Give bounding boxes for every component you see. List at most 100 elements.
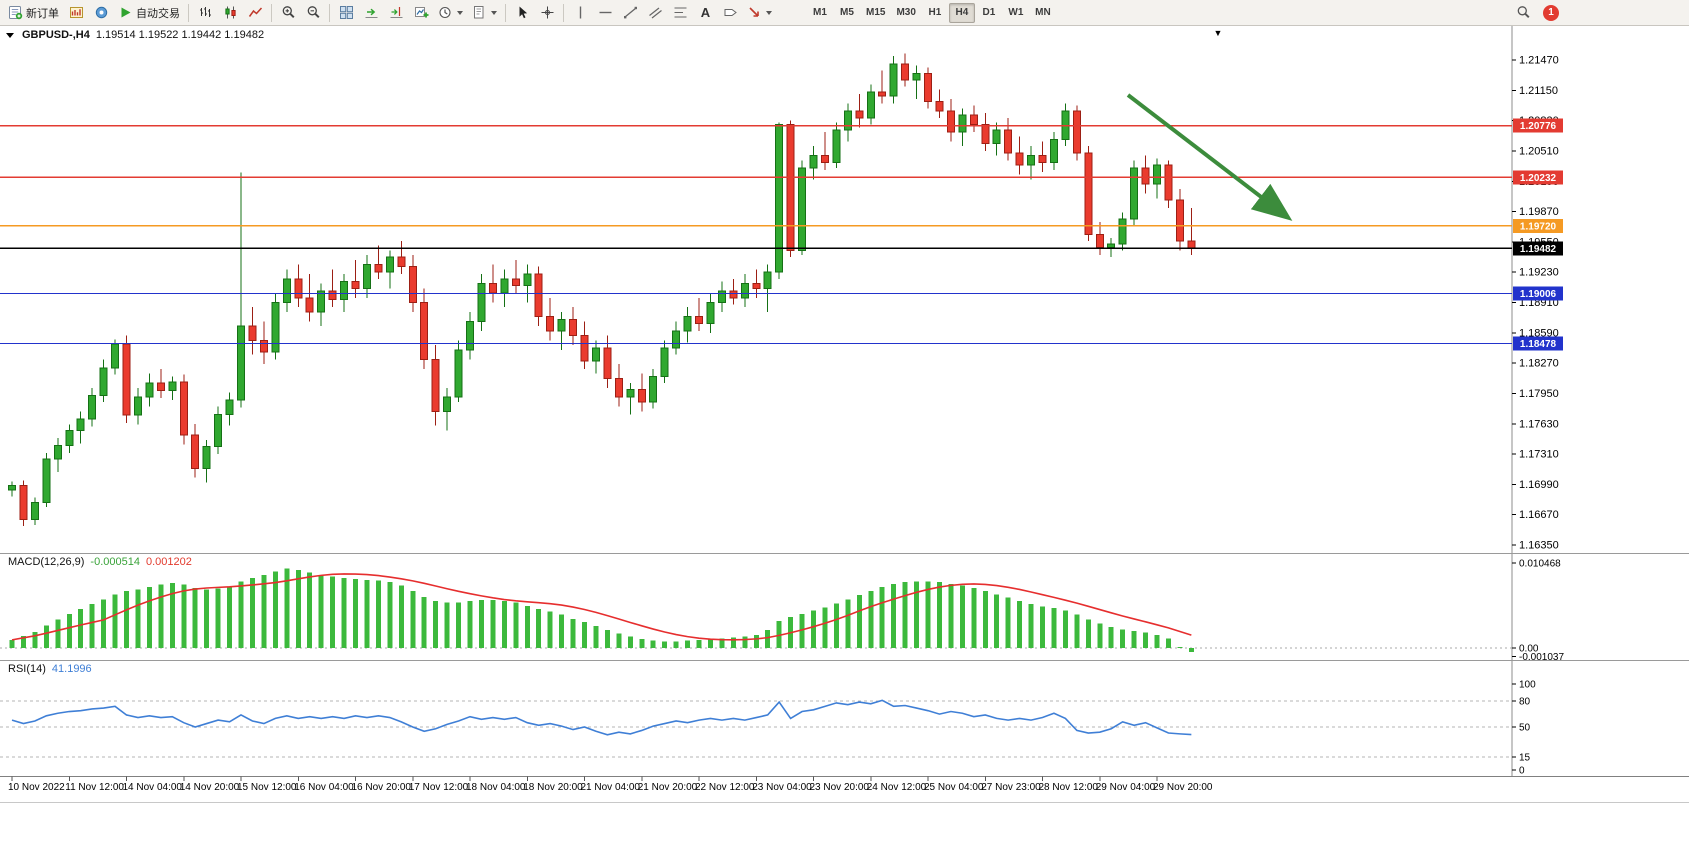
bar-chart-button[interactable] xyxy=(193,2,217,24)
chart-window-button[interactable] xyxy=(64,2,88,24)
fibonacci-button[interactable] xyxy=(668,2,692,24)
svg-text:1.18590: 1.18590 xyxy=(1519,327,1559,339)
svg-text:21 Nov 04:00: 21 Nov 04:00 xyxy=(581,782,641,793)
timeframe-button-mn[interactable]: MN xyxy=(1030,3,1056,23)
templates-button[interactable] xyxy=(468,2,501,24)
price-scale[interactable] xyxy=(1512,26,1689,776)
channel-button[interactable] xyxy=(643,2,667,24)
timeframe-button-m1[interactable]: M1 xyxy=(807,3,833,23)
svg-text:80: 80 xyxy=(1519,697,1531,708)
metaeditor-icon xyxy=(95,6,107,19)
price-label-1.20232 xyxy=(1513,170,1563,185)
auto-scroll-button[interactable] xyxy=(359,2,383,24)
price-label-1.20776 xyxy=(1513,118,1563,133)
price-label-1.19720 xyxy=(1513,218,1563,233)
tile-windows-button[interactable] xyxy=(334,2,358,24)
dropdown-caret-icon xyxy=(491,10,497,15)
svg-text:0.00: 0.00 xyxy=(1519,644,1539,655)
svg-text:23 Nov 20:00: 23 Nov 20:00 xyxy=(810,782,870,793)
vertical-line-button[interactable] xyxy=(568,2,592,24)
periods-button[interactable] xyxy=(434,2,467,24)
chart-shift-marker[interactable]: ▼ xyxy=(1214,28,1223,38)
crosshair-button[interactable] xyxy=(535,2,559,24)
price-label-1.18478 xyxy=(1513,336,1563,351)
chart-window: 1.214701.211501.208301.205101.201901.198… xyxy=(0,26,1689,862)
new-order-icon xyxy=(9,6,23,20)
svg-text:24 Nov 12:00: 24 Nov 12:00 xyxy=(867,782,927,793)
dropdown-caret-icon xyxy=(457,10,463,15)
symbol-period-label: GBPUSD-,H4 xyxy=(22,29,90,41)
horizontal-line-icon xyxy=(599,11,611,14)
timeframe-button-m5[interactable]: M5 xyxy=(834,3,860,23)
cursor-icon xyxy=(519,6,527,19)
autotrading-label: 自动交易 xyxy=(136,7,180,20)
fibonacci-icon xyxy=(674,7,686,18)
search-button[interactable] xyxy=(1511,2,1535,24)
new-order-button[interactable]: 新订单 xyxy=(4,2,63,24)
trend-arrow[interactable] xyxy=(1126,93,1293,221)
svg-text:18 Nov 04:00: 18 Nov 04:00 xyxy=(466,782,526,793)
candlestick-button[interactable] xyxy=(218,2,242,24)
macd-signal-line xyxy=(11,573,1192,641)
line-chart-icon xyxy=(248,7,262,17)
svg-text:23 Nov 04:00: 23 Nov 04:00 xyxy=(752,782,812,793)
time-scale[interactable] xyxy=(0,777,1512,802)
rsi-name: RSI(14) xyxy=(8,663,46,675)
label-button[interactable] xyxy=(718,2,742,24)
svg-text:1.16350: 1.16350 xyxy=(1519,540,1559,552)
new-order-label: 新订单 xyxy=(26,7,59,20)
indicators-button[interactable] xyxy=(409,2,433,24)
timeframe-button-m15[interactable]: M15 xyxy=(861,3,890,23)
timeframe-button-w1[interactable]: W1 xyxy=(1003,3,1029,23)
auto-scroll-icon xyxy=(365,8,377,18)
price-label-1.19482 xyxy=(1513,241,1563,256)
timeframe-button-h4[interactable]: H4 xyxy=(948,2,975,23)
price-label-1.19006 xyxy=(1513,286,1563,301)
channel-icon xyxy=(648,7,662,19)
zoom-in-icon xyxy=(282,6,295,19)
svg-text:22 Nov 12:00: 22 Nov 12:00 xyxy=(695,782,755,793)
toolbar-separator xyxy=(505,3,506,22)
zoom-in-button[interactable] xyxy=(276,2,300,24)
chart-shift-button[interactable] xyxy=(384,2,408,24)
trendline-icon xyxy=(623,6,637,19)
autotrading-icon xyxy=(121,7,131,18)
autotrading-button[interactable]: 自动交易 xyxy=(114,2,184,24)
zoom-out-button[interactable] xyxy=(301,2,325,24)
svg-text:1.19870: 1.19870 xyxy=(1519,206,1559,218)
toolbar-separator xyxy=(271,3,272,22)
arrows-button[interactable] xyxy=(743,2,776,24)
trendline-button[interactable] xyxy=(618,2,642,24)
cursor-button[interactable] xyxy=(510,2,534,24)
svg-text:1.19230: 1.19230 xyxy=(1519,267,1559,279)
indicators-icon xyxy=(414,7,428,18)
line-chart-button[interactable] xyxy=(243,2,267,24)
notifications-badge[interactable]: 1 xyxy=(1543,4,1559,21)
svg-text:1.17630: 1.17630 xyxy=(1519,418,1559,430)
text-button[interactable]: A xyxy=(693,2,717,24)
timeframe-button-d1[interactable]: D1 xyxy=(976,3,1002,23)
collapse-triangle-icon[interactable] xyxy=(6,32,14,38)
bar-chart-icon xyxy=(199,7,211,17)
svg-text:0.010468: 0.010468 xyxy=(1519,558,1561,569)
arrows-icon xyxy=(749,7,759,17)
rsi-line xyxy=(11,699,1192,736)
svg-text:1.20232: 1.20232 xyxy=(1520,173,1557,184)
zoom-out-icon xyxy=(307,6,320,19)
svg-text:21 Nov 20:00: 21 Nov 20:00 xyxy=(638,782,698,793)
svg-text:14 Nov 04:00: 14 Nov 04:00 xyxy=(123,782,183,793)
metaeditor-button[interactable] xyxy=(89,2,113,24)
svg-text:1.19720: 1.19720 xyxy=(1520,221,1557,232)
periods-clock-icon xyxy=(439,6,451,19)
templates-icon xyxy=(474,6,484,19)
svg-text:1.16670: 1.16670 xyxy=(1519,509,1559,521)
timeframe-toolbar: M1 M5 M15 M30 H1 H4 D1 W1 MN xyxy=(807,2,1056,23)
vertical-line-icon xyxy=(579,6,581,19)
svg-text:1.17310: 1.17310 xyxy=(1519,449,1559,461)
timeframe-button-m30[interactable]: M30 xyxy=(891,3,920,23)
label-tag-icon xyxy=(724,9,737,16)
horizontal-line-button[interactable] xyxy=(593,2,617,24)
chart-shift-icon xyxy=(390,7,402,18)
timeframe-button-h1[interactable]: H1 xyxy=(922,3,948,23)
crosshair-icon xyxy=(541,6,553,19)
